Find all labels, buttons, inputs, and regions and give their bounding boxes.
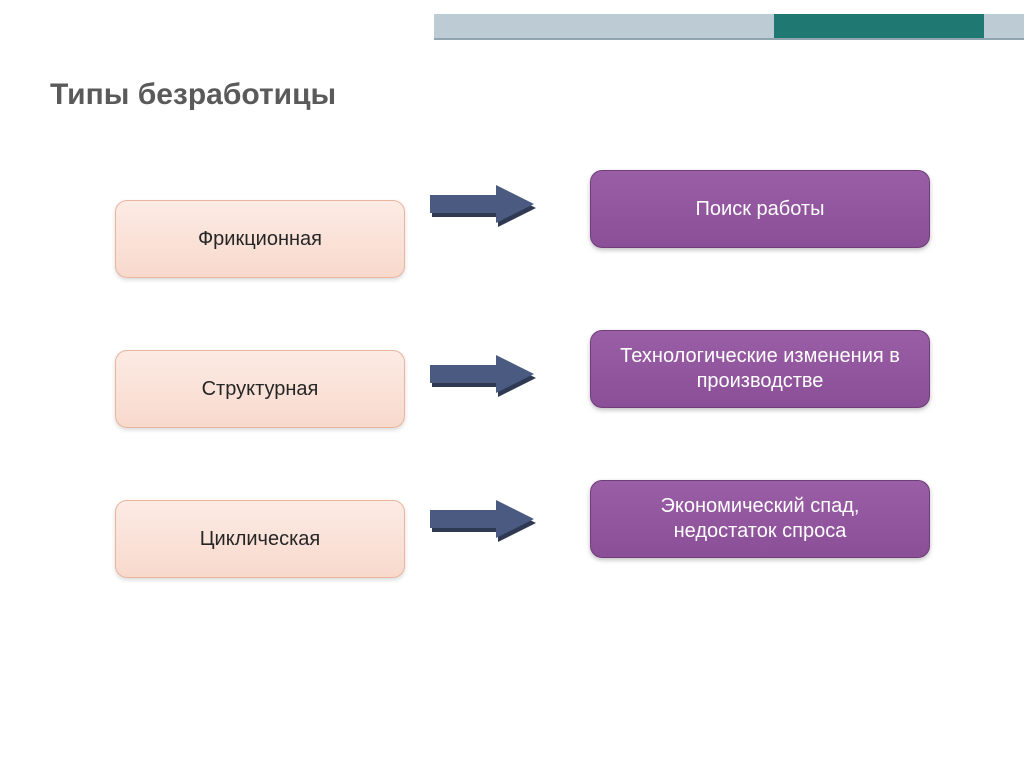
type-box: Структурная [115, 350, 405, 428]
description-box: Экономический спад, недостаток спроса [590, 480, 930, 558]
diagram-row: Фрикционная Поиск работы [0, 170, 1024, 320]
description-box: Технологические изменения в производстве [590, 330, 930, 408]
diagram-row: Циклическая Экономический спад, недостато… [0, 470, 1024, 620]
diagram-row: Структурная Технологические изменения в п… [0, 320, 1024, 470]
type-box: Фрикционная [115, 200, 405, 278]
header-bar-segment [434, 14, 774, 38]
header-bar-segment [774, 14, 984, 38]
diagram-area: Фрикционная Поиск работы Структурная Технол… [0, 170, 1024, 620]
arrow-icon [430, 355, 540, 397]
arrow-icon [430, 500, 540, 542]
description-box: Поиск работы [590, 170, 930, 248]
header-decoration-bar [434, 14, 1024, 38]
slide-title: Типы безработицы [50, 78, 336, 112]
header-underline [434, 38, 1024, 40]
header-bar-segment [984, 14, 1024, 38]
arrow-icon [430, 185, 540, 227]
type-box: Циклическая [115, 500, 405, 578]
